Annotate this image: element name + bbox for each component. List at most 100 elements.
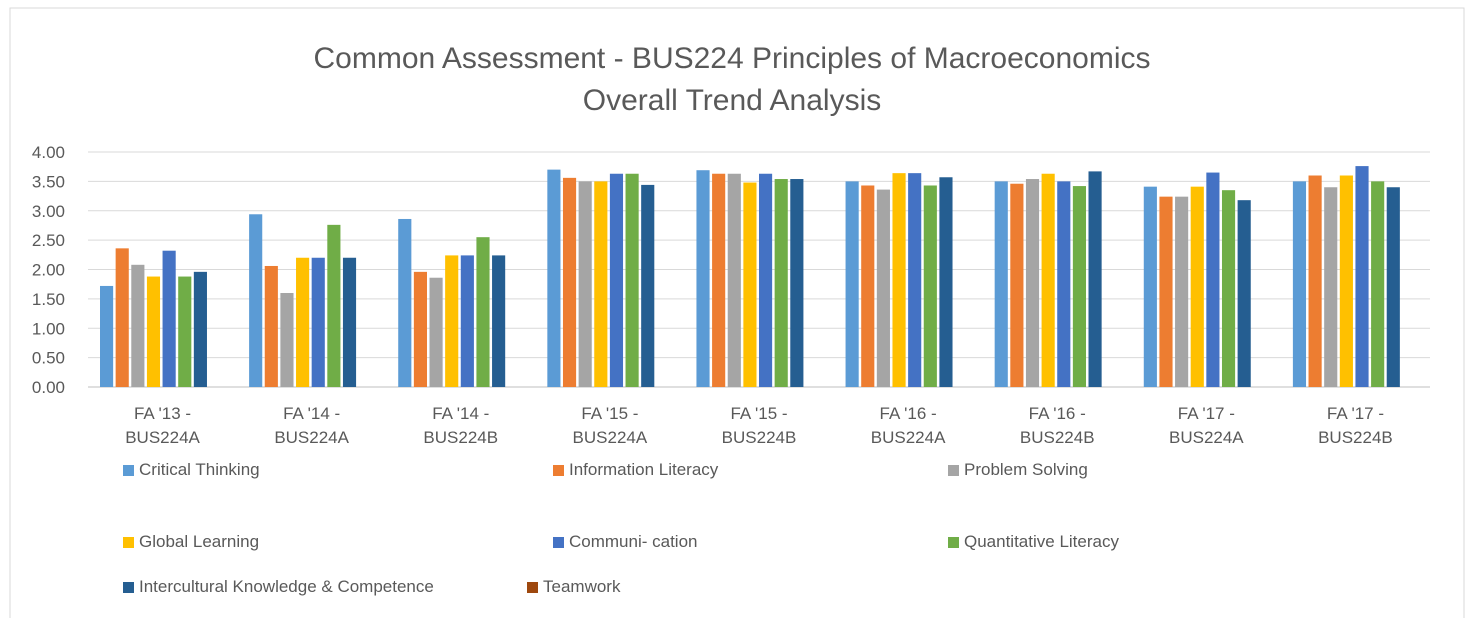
x-tick-label: FA '17 - BUS224B (1318, 404, 1393, 447)
bar (1190, 186, 1204, 387)
y-tick-label: 3.00 (32, 202, 65, 221)
bar (609, 173, 624, 387)
legend-item: Intercultural Knowledge & Competence (123, 577, 434, 597)
legend-swatch (948, 464, 959, 476)
bar (578, 181, 592, 387)
legend-item: Critical Thinking (123, 460, 260, 480)
x-tick-label: FA '17 - BUS224A (1168, 404, 1244, 447)
bar (774, 179, 788, 387)
bar (1041, 173, 1055, 387)
x-tick-label: FA '16 - BUS224B (1019, 404, 1095, 447)
legend-label: Intercultural Knowledge & Competence (139, 577, 434, 596)
bar (759, 173, 773, 387)
legend-swatch (527, 581, 538, 593)
bar (178, 276, 192, 387)
bar (296, 257, 310, 387)
x-tick-label: FA '13 - BUS224A (125, 404, 200, 447)
bar (280, 293, 294, 387)
bar (876, 189, 890, 387)
bar (1371, 181, 1385, 387)
y-tick-label: 0.50 (32, 349, 65, 368)
bar (1308, 175, 1322, 387)
bar (1292, 181, 1307, 387)
bar (790, 179, 804, 387)
bar (1010, 183, 1024, 387)
bar (696, 170, 710, 387)
legend-item: Teamwork (527, 577, 620, 597)
legend-item: Communi- cation (553, 532, 698, 552)
bar (994, 181, 1008, 387)
x-tick-label: FA '14 - BUS224B (423, 404, 499, 447)
y-tick-label: 1.00 (32, 319, 65, 338)
legend-label: Global Learning (139, 532, 260, 551)
bar (1339, 175, 1353, 387)
x-tick-label: FA '16 - BUS224A (870, 404, 946, 447)
bar (398, 218, 412, 387)
bar (460, 255, 474, 387)
bar (1324, 187, 1338, 387)
legend-label: Communi- cation (569, 532, 698, 551)
bar (249, 214, 263, 387)
chart-subtitle: Overall Trend Analysis (583, 84, 881, 117)
y-tick-label: 4.00 (32, 143, 65, 162)
bar (492, 255, 506, 387)
bar (1237, 200, 1251, 387)
bar (861, 185, 875, 387)
y-tick-label: 0.00 (32, 378, 65, 397)
legend-label: Quantitative Literacy (964, 532, 1119, 551)
bar (1143, 186, 1157, 387)
bar (1072, 186, 1086, 387)
bar (1088, 171, 1102, 387)
bar (908, 173, 922, 387)
legend-label: Information Literacy (569, 460, 719, 479)
chart-title: Common Assessment - BUS224 Principles of… (314, 42, 1151, 75)
legend-item: Information Literacy (553, 460, 718, 480)
bar (743, 182, 757, 387)
bar (342, 257, 357, 387)
bar (413, 271, 427, 387)
legend-item: Global Learning (123, 532, 259, 552)
bar (547, 169, 561, 387)
bar (445, 255, 459, 387)
y-tick-label: 2.00 (32, 261, 65, 280)
legend-swatch (553, 536, 564, 548)
bar (1025, 179, 1040, 387)
bar (100, 285, 114, 387)
legend-swatch (123, 536, 134, 548)
legend-swatch (553, 464, 564, 476)
legend-swatch (123, 581, 134, 593)
y-tick-label: 2.50 (32, 231, 65, 250)
bar (923, 185, 937, 387)
legend-item: Quantitative Literacy (948, 532, 1119, 552)
bar (1355, 166, 1369, 387)
bar (162, 250, 176, 387)
bar (641, 184, 655, 387)
legend-swatch (948, 536, 959, 548)
bar (429, 277, 443, 387)
bar (311, 257, 325, 387)
bar (1057, 181, 1071, 387)
y-tick-label: 3.50 (32, 172, 65, 191)
legend-label: Critical Thinking (139, 460, 260, 479)
bar (1206, 172, 1220, 387)
bar (1159, 196, 1173, 387)
legend-item: Problem Solving (948, 460, 1088, 480)
bar (594, 181, 608, 387)
bar (131, 264, 145, 387)
bar (845, 181, 859, 387)
legend-label: Problem Solving (964, 460, 1088, 479)
legend-swatch (123, 464, 134, 476)
bar (727, 173, 741, 387)
legend-label: Teamwork (543, 577, 621, 596)
bar (625, 173, 639, 387)
bar (476, 237, 490, 387)
x-tick-label: FA '15 - BUS224B (721, 404, 797, 447)
x-tick-label: FA '15 - BUS224A (572, 404, 648, 447)
bar (892, 173, 906, 387)
bar (193, 271, 207, 387)
y-tick-label: 1.50 (32, 290, 65, 309)
bar (1386, 187, 1400, 387)
bar (1175, 196, 1189, 387)
bar (327, 224, 341, 387)
